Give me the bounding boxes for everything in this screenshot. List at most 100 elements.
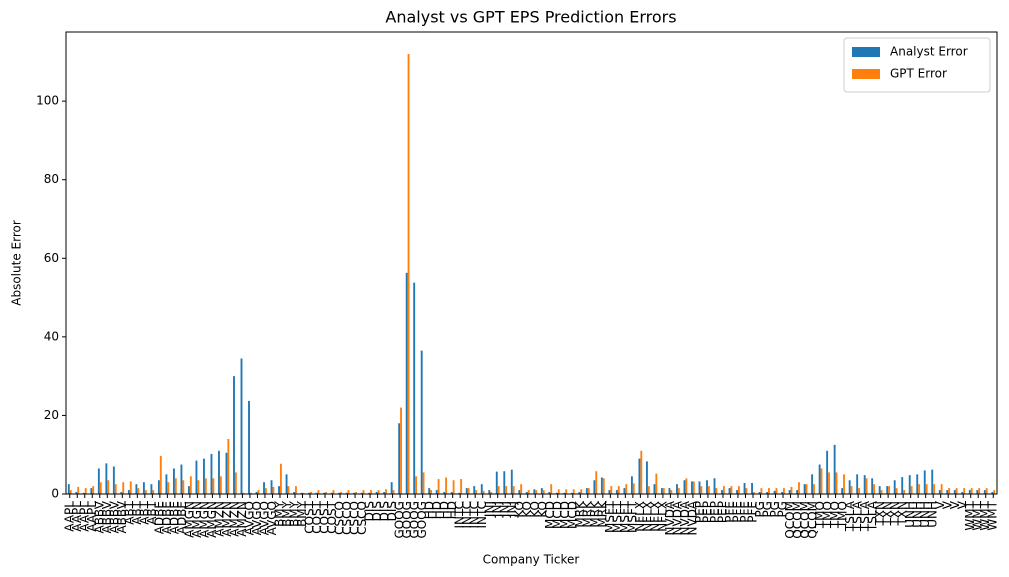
bar bbox=[122, 482, 125, 494]
bar bbox=[443, 492, 446, 494]
x-tick-label: MSFT bbox=[603, 500, 617, 533]
bar bbox=[112, 466, 115, 494]
bar bbox=[465, 488, 468, 494]
bar bbox=[460, 479, 463, 494]
x-tick-label: COST bbox=[310, 500, 324, 533]
bar bbox=[850, 486, 853, 494]
bar bbox=[317, 490, 320, 494]
bar bbox=[933, 484, 936, 494]
x-tick-label: PEP bbox=[700, 501, 714, 523]
x-tick-label: QCOM bbox=[806, 501, 820, 539]
bar bbox=[204, 478, 207, 494]
x-tick-label: GOOG bbox=[400, 501, 414, 539]
x-tick-label: PFE bbox=[738, 501, 752, 523]
bar bbox=[180, 464, 183, 494]
bar bbox=[698, 481, 701, 494]
bar bbox=[961, 492, 964, 494]
x-tick-label: TSLA bbox=[858, 500, 872, 532]
x-tick-label: MRK bbox=[595, 500, 609, 528]
bar bbox=[249, 492, 252, 494]
x-tick-label: JNJ bbox=[498, 501, 512, 518]
x-tick-label: NFLX bbox=[655, 501, 669, 532]
bar bbox=[475, 490, 478, 494]
bar bbox=[392, 490, 395, 494]
x-tick-label: V bbox=[956, 500, 970, 509]
bar bbox=[871, 478, 874, 494]
bar bbox=[736, 490, 738, 494]
bar bbox=[991, 492, 994, 494]
bar bbox=[948, 488, 951, 494]
bar bbox=[700, 486, 703, 494]
bar bbox=[227, 439, 230, 494]
bar bbox=[766, 492, 769, 494]
x-tick-label: WMT bbox=[963, 500, 977, 530]
bar bbox=[114, 484, 117, 494]
bar bbox=[923, 470, 926, 494]
bar bbox=[308, 492, 311, 494]
bar bbox=[482, 490, 485, 494]
bar bbox=[773, 490, 776, 494]
bar bbox=[520, 484, 523, 494]
x-tick-label: DIS bbox=[363, 501, 377, 521]
x-tick-label: AAPL bbox=[62, 501, 76, 532]
bar bbox=[225, 452, 228, 494]
bar bbox=[407, 54, 410, 494]
x-tick-label: QCOM bbox=[798, 501, 812, 539]
bar bbox=[445, 477, 448, 494]
x-tick-label: PEP bbox=[715, 501, 729, 523]
x-tick-label: PFE bbox=[723, 501, 737, 523]
x-tick-label: AMZN bbox=[220, 501, 234, 537]
x-tick-label: HD bbox=[430, 501, 444, 519]
bar bbox=[903, 490, 906, 494]
bar bbox=[398, 423, 401, 494]
x-tick-label: KO bbox=[513, 501, 527, 518]
x-tick-label: COST bbox=[303, 500, 317, 533]
bar bbox=[692, 481, 695, 494]
y-tick-label: 80 bbox=[44, 172, 59, 186]
x-tick-label: MRK bbox=[580, 500, 594, 528]
bar bbox=[803, 484, 806, 494]
bar bbox=[615, 490, 618, 494]
bar bbox=[940, 484, 943, 494]
bar bbox=[233, 376, 235, 494]
bar bbox=[212, 478, 215, 494]
bar bbox=[99, 482, 102, 494]
bar bbox=[473, 486, 476, 494]
x-tick-label: WMT bbox=[971, 500, 985, 530]
bar bbox=[488, 490, 491, 494]
bar bbox=[428, 488, 431, 494]
x-tick-label: MSFT bbox=[618, 500, 632, 533]
bar bbox=[383, 492, 386, 494]
bar bbox=[916, 474, 919, 494]
x-tick-label: AVGO bbox=[242, 501, 256, 535]
bar bbox=[422, 472, 425, 494]
bar bbox=[918, 484, 921, 494]
bar bbox=[623, 488, 626, 494]
bar bbox=[595, 471, 598, 494]
x-tick-label: TMO bbox=[836, 501, 850, 529]
x-tick-label: V bbox=[941, 500, 955, 509]
x-tick-label: CSCO bbox=[340, 501, 354, 535]
bar bbox=[270, 480, 273, 494]
bar bbox=[255, 492, 258, 494]
bar bbox=[863, 475, 866, 494]
x-tick-label: GOOG bbox=[415, 501, 429, 539]
bar bbox=[707, 486, 710, 494]
legend-swatch bbox=[852, 69, 880, 79]
bar bbox=[963, 488, 966, 494]
x-tick-label: BMY bbox=[280, 500, 294, 527]
x-tick-label: KO bbox=[528, 501, 542, 518]
bar bbox=[833, 444, 836, 494]
bar bbox=[285, 474, 288, 494]
x-tick-label: HD bbox=[438, 501, 452, 519]
bar bbox=[805, 484, 808, 494]
x-tick-label: CSCO bbox=[355, 501, 369, 535]
bar bbox=[137, 488, 140, 494]
bar bbox=[92, 486, 95, 494]
bar bbox=[405, 272, 408, 494]
bar bbox=[721, 490, 723, 494]
bar bbox=[910, 486, 913, 494]
bar bbox=[150, 484, 153, 494]
bar bbox=[157, 480, 160, 494]
bar bbox=[858, 488, 860, 494]
